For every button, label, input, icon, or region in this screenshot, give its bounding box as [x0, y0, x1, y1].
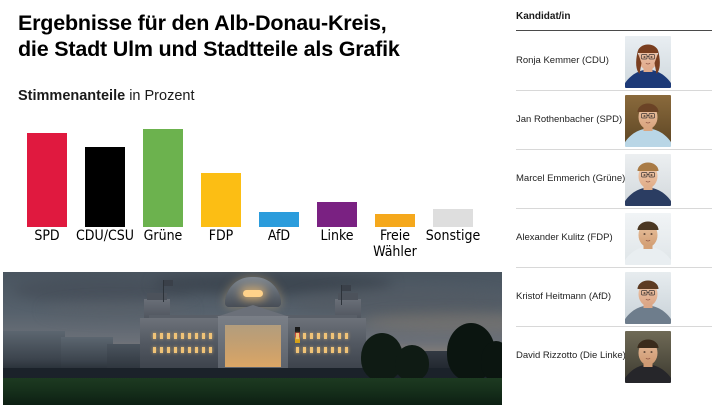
candidate-row[interactable]: David Rizzotto (Die Linke) — [505, 326, 720, 385]
flag-icon — [164, 280, 173, 286]
flagpole — [163, 280, 164, 302]
candidate-header-divider — [516, 30, 712, 31]
photo-tree — [395, 345, 429, 381]
bar-group-sonstige: Sonstige — [424, 118, 482, 244]
bar-rect — [85, 147, 125, 227]
candidate-portrait — [625, 331, 671, 383]
bar-group-linke: Linke — [308, 118, 366, 244]
candidate-name: Alexander Kulitz (FDP) — [516, 231, 613, 243]
bar-group-spd: SPD — [18, 118, 76, 244]
bar-column — [134, 118, 192, 227]
bar-group-cdu-csu: CDU/CSU — [76, 118, 134, 244]
row-divider — [516, 267, 712, 268]
lit-window-row — [296, 333, 348, 339]
portrait-canvas — [625, 272, 671, 324]
portrait-canvas — [625, 331, 671, 383]
row-divider — [516, 90, 712, 91]
bar-label: SPD — [34, 228, 60, 244]
candidate-row[interactable]: Ronja Kemmer (CDU) — [505, 31, 720, 90]
portrait-canvas — [625, 36, 671, 88]
bar-label: CDU/CSU — [76, 228, 134, 244]
candidate-name: Kristof Heitmann (AfD) — [516, 290, 612, 302]
bar-group-fdp: FDP — [192, 118, 250, 244]
bar-column — [76, 118, 134, 227]
bar-column — [18, 118, 76, 227]
bar-column — [192, 118, 250, 227]
row-divider — [516, 149, 712, 150]
bar-column — [366, 118, 424, 227]
candidate-portrait — [625, 272, 671, 324]
photo-lawn — [3, 378, 502, 405]
reichstag-photo — [3, 272, 502, 405]
bar-column — [308, 118, 366, 227]
candidate-row[interactable]: Alexander Kulitz (FDP) — [505, 208, 720, 267]
bar-label: Linke — [320, 228, 354, 244]
lit-window-row — [153, 333, 212, 339]
bar-rect — [143, 128, 183, 227]
lit-window-row — [153, 347, 212, 353]
bar-rect — [317, 201, 357, 227]
candidate-column-header: Kandidat/in — [516, 11, 571, 22]
candidate-name: Ronja Kemmer (CDU) — [516, 54, 609, 66]
bar-rect — [375, 214, 415, 227]
bar-group-freie-w-hler: Freie Wähler — [366, 118, 424, 260]
bar-rect — [433, 208, 473, 227]
candidate-panel: Kandidat/in Ronja Kemmer (CDU) Jan Rothen… — [505, 0, 720, 405]
candidate-portrait — [625, 213, 671, 265]
candidate-portrait — [625, 36, 671, 88]
bar-column — [250, 118, 308, 227]
candidate-portrait — [625, 95, 671, 147]
flag-icon — [342, 285, 351, 291]
row-divider — [516, 326, 712, 327]
bar-label: AfD — [267, 228, 291, 244]
chart-subtitle-rest: in Prozent — [125, 88, 195, 104]
page-title: Ergebnisse für den Alb-Donau-Kreis, die … — [18, 11, 400, 61]
candidate-portrait — [625, 154, 671, 206]
bar-label: Freie Wähler — [373, 228, 417, 260]
photo-cloud — [292, 287, 502, 318]
candidate-row[interactable]: Jan Rothenbacher (SPD) — [505, 90, 720, 149]
chart-subtitle-strong: Stimmenanteile — [18, 88, 126, 104]
photo-background-building — [61, 337, 113, 371]
reichstag-dome-light — [243, 290, 263, 297]
bar-label: Sonstige — [425, 228, 481, 244]
candidate-row[interactable]: Marcel Emmerich (Grüne) — [505, 149, 720, 208]
candidate-name: Jan Rothenbacher (SPD) — [516, 113, 623, 125]
candidate-list: Ronja Kemmer (CDU) Jan Rothenbacher (SPD)… — [505, 31, 720, 385]
bar-column — [424, 118, 482, 227]
candidate-name: Marcel Emmerich (Grüne) — [516, 172, 626, 184]
bar-rect — [201, 172, 241, 227]
reichstag-portico-light — [225, 325, 281, 367]
bar-group-afd: AfD — [250, 118, 308, 244]
candidate-name: David Rizzotto (Die Linke) — [516, 349, 626, 361]
candidate-row[interactable]: Kristof Heitmann (AfD) — [505, 267, 720, 326]
row-divider — [516, 208, 712, 209]
portrait-canvas — [625, 154, 671, 206]
portrait-canvas — [625, 95, 671, 147]
photo-tree — [481, 341, 502, 381]
reichstag-pediment — [216, 305, 290, 317]
results-graphic-panel: Ergebnisse für den Alb-Donau-Kreis, die … — [3, 11, 502, 405]
flagpole — [341, 285, 342, 305]
bar-rect — [27, 132, 67, 227]
portrait-canvas — [625, 213, 671, 265]
vote-share-bar-chart: SPD CDU/CSU Grüne FDP AfD Linke Freie Wähler So… — [18, 118, 488, 268]
bar-label: Grüne — [143, 228, 183, 244]
lit-window-row — [296, 347, 348, 353]
bar-label: FDP — [208, 228, 234, 244]
bar-group-gr-ne: Grüne — [134, 118, 192, 244]
photo-ground — [3, 368, 502, 378]
photo-background-building — [3, 331, 65, 371]
chart-subtitle: Stimmenanteile in Prozent — [18, 87, 195, 105]
bar-rect — [259, 212, 299, 227]
